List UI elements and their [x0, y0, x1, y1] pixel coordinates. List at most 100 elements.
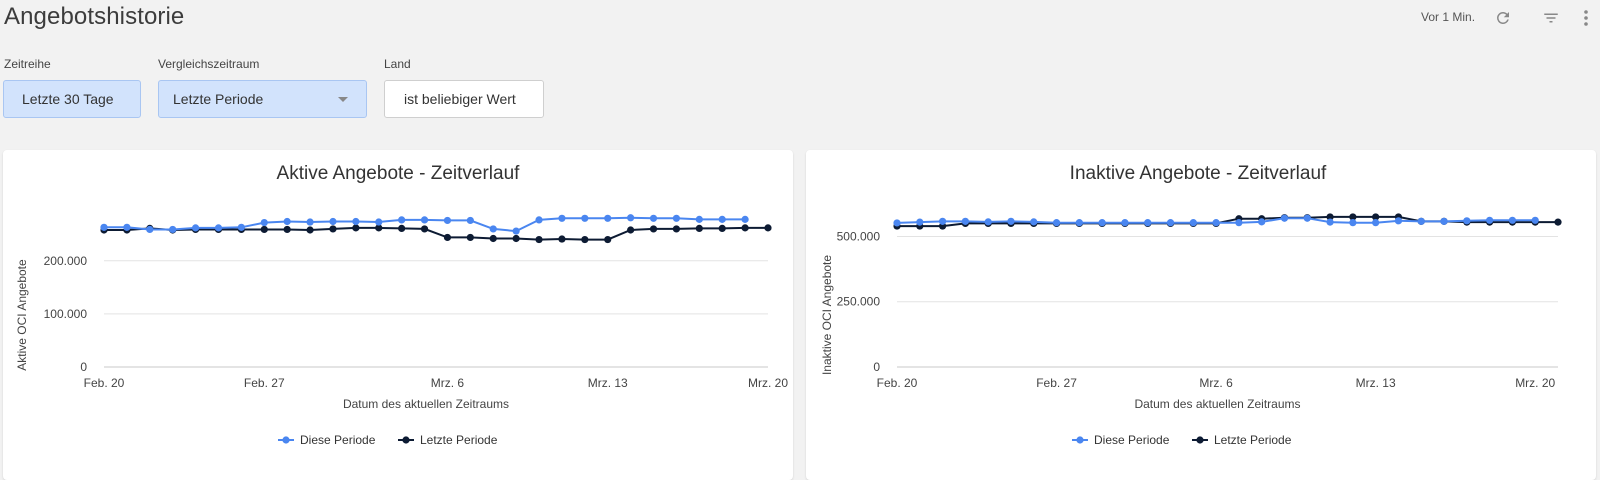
data-point-letzte-periode	[672, 225, 681, 233]
chart-card-active: Aktive Angebote - Zeitverlauf 0 100.000 200…	[3, 150, 793, 480]
x-tick-label: Mrz. 6	[431, 376, 465, 390]
data-point-letzte-periode	[535, 235, 543, 244]
data-point-diese-periode	[1508, 216, 1517, 224]
data-point-letzte-periode	[398, 224, 406, 232]
data-point-letzte-periode	[558, 235, 566, 243]
data-point-letzte-periode	[627, 226, 635, 234]
page-title: Angebotshistorie	[4, 3, 185, 30]
data-point-diese-periode	[214, 224, 223, 232]
data-point-diese-periode	[306, 218, 314, 226]
inactive-offers-chart: Inaktive Angebote - Zeitverlauf 0 250.000 5…	[820, 163, 1562, 447]
data-point-letzte-periode	[741, 224, 749, 232]
data-point-diese-periode	[649, 214, 658, 222]
vergleich-value: Letzte Periode	[173, 91, 264, 107]
data-point-letzte-periode	[420, 225, 429, 233]
data-point-diese-periode	[672, 214, 681, 222]
data-point-diese-periode	[1440, 217, 1448, 225]
data-point-diese-periode	[1486, 216, 1494, 224]
vergleich-label: Vergleichszeitraum	[158, 57, 260, 71]
x-tick-label: Mrz. 20	[748, 376, 788, 390]
data-point-diese-periode	[466, 216, 474, 225]
zeitreihe-value: Letzte 30 Tage	[22, 91, 114, 107]
data-point-diese-periode	[558, 214, 566, 222]
data-point-letzte-periode	[283, 225, 291, 234]
data-point-diese-periode	[329, 217, 337, 226]
data-point-diese-periode	[398, 216, 406, 224]
data-point-diese-periode	[1121, 219, 1129, 227]
filter-icon[interactable]	[1539, 6, 1563, 30]
legend-item-diese-periode: Diese Periode	[278, 433, 376, 447]
data-point-letzte-periode	[604, 235, 612, 244]
x-tick-label: Feb. 20	[877, 376, 918, 390]
legend-label: Diese Periode	[1094, 433, 1170, 447]
y-tick-label: 200.000	[44, 254, 88, 268]
zeitreihe-filter[interactable]: Letzte 30 Tage	[3, 80, 141, 118]
data-point-diese-periode	[1212, 219, 1220, 227]
land-filter[interactable]: ist beliebiger Wert	[384, 80, 544, 118]
data-point-diese-periode	[1463, 217, 1471, 225]
data-point-diese-periode	[1075, 219, 1083, 227]
data-point-diese-periode	[741, 215, 749, 223]
data-point-diese-periode	[1007, 217, 1015, 225]
data-point-diese-periode	[1235, 219, 1243, 227]
data-point-letzte-periode	[695, 224, 703, 232]
data-point-diese-periode	[191, 224, 200, 232]
more-vert-icon[interactable]	[1578, 6, 1594, 30]
data-point-letzte-periode	[1554, 218, 1562, 226]
x-tick-label: Mrz. 20	[1515, 376, 1555, 390]
data-point-diese-periode	[123, 223, 131, 231]
data-point-diese-periode	[627, 214, 635, 222]
data-point-letzte-periode	[512, 234, 520, 243]
x-tick-label: Feb. 20	[84, 376, 125, 390]
data-point-letzte-periode	[489, 234, 497, 243]
data-point-diese-periode	[1303, 214, 1311, 222]
x-tick-label: Feb. 27	[1036, 376, 1077, 390]
data-point-diese-periode	[146, 225, 154, 234]
data-point-diese-periode	[893, 219, 901, 227]
refresh-icon[interactable]	[1491, 6, 1515, 30]
legend-item-diese-periode: Diese Periode	[1072, 433, 1170, 447]
x-tick-label: Mrz. 6	[1199, 376, 1233, 390]
data-point-letzte-periode	[718, 224, 726, 232]
data-point-letzte-periode	[466, 233, 474, 242]
y-tick-label: 500.000	[837, 229, 881, 243]
land-label: Land	[384, 57, 411, 71]
data-point-diese-periode	[169, 225, 177, 234]
legend-label: Diese Periode	[300, 433, 376, 447]
data-point-diese-periode	[604, 214, 612, 222]
series-line-letzte-periode	[104, 226, 768, 241]
data-point-diese-periode	[1098, 219, 1106, 227]
data-point-letzte-periode	[649, 225, 658, 233]
legend-item-letzte-periode: Letzte Periode	[1192, 433, 1292, 447]
x-axis-label: Datum des aktuellen Zeitraums	[343, 397, 509, 411]
data-point-diese-periode	[512, 227, 520, 235]
x-tick-label: Mrz. 13	[1356, 376, 1396, 390]
data-point-diese-periode	[1166, 219, 1175, 227]
y-tick-label: 0	[80, 360, 87, 374]
data-point-diese-periode	[1372, 219, 1380, 227]
data-point-letzte-periode	[581, 235, 589, 244]
data-point-diese-periode	[283, 217, 291, 226]
legend-marker	[282, 436, 290, 444]
data-point-diese-periode	[100, 223, 108, 231]
data-point-letzte-periode	[306, 226, 314, 234]
header-bar: Angebotshistorie Vor 1 Min.	[0, 0, 1600, 40]
last-updated-text: Vor 1 Min.	[1421, 10, 1476, 24]
chart-title: Inaktive Angebote - Zeitverlauf	[1070, 163, 1327, 184]
legend-label: Letzte Periode	[1214, 433, 1292, 447]
data-point-letzte-periode	[764, 224, 772, 232]
data-point-diese-periode	[352, 217, 360, 226]
data-point-diese-periode	[1280, 214, 1289, 222]
data-point-diese-periode	[1417, 217, 1425, 225]
y-tick-label: 0	[873, 360, 880, 374]
data-point-diese-periode	[260, 218, 268, 227]
data-point-diese-periode	[1394, 217, 1403, 225]
data-point-diese-periode	[984, 218, 992, 226]
data-point-diese-periode	[489, 225, 497, 233]
data-point-letzte-periode	[329, 225, 337, 233]
y-tick-label: 100.000	[44, 307, 88, 321]
data-point-diese-periode	[1144, 219, 1152, 227]
vergleich-dropdown[interactable]: Letzte Periode	[158, 80, 367, 118]
data-point-diese-periode	[581, 214, 589, 222]
data-point-letzte-periode	[260, 225, 268, 234]
